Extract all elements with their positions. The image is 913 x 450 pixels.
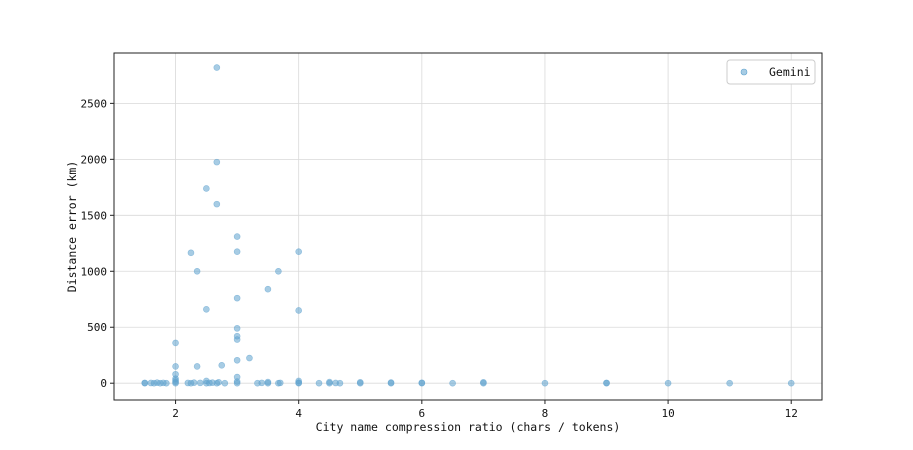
data-point (295, 377, 302, 385)
x-tick-label: 12 (785, 407, 798, 420)
data-point (196, 379, 204, 387)
data-point (295, 307, 302, 314)
data-point (603, 379, 610, 387)
y-tick-label: 1000 (81, 265, 108, 278)
data-point (664, 379, 672, 387)
y-tick-label: 0 (100, 377, 107, 390)
x-axis-label: City name compression ratio (chars / tok… (316, 420, 621, 434)
data-point (187, 249, 195, 257)
data-point (233, 248, 241, 255)
data-point (233, 332, 241, 340)
data-point (172, 363, 179, 370)
x-tick-label: 6 (419, 407, 426, 420)
data-point (336, 379, 344, 387)
data-point (275, 267, 282, 275)
data-point (233, 294, 241, 302)
data-point (213, 64, 221, 71)
y-tick-label: 500 (87, 321, 107, 334)
grid-lines (114, 53, 822, 400)
legend-marker (740, 68, 748, 76)
data-point (726, 379, 733, 387)
data-point (246, 354, 253, 362)
x-tick-label: 4 (295, 407, 302, 420)
data-point (190, 379, 198, 386)
data-point (213, 158, 221, 166)
data-point (233, 373, 241, 381)
x-tick-label: 2 (172, 407, 179, 420)
data-point (258, 379, 266, 387)
data-point (213, 200, 221, 208)
data-point (787, 379, 795, 387)
data-point (163, 379, 170, 387)
legend-box (726, 59, 816, 85)
legend: Gemini (726, 59, 816, 85)
y-axis-label: Distance error (km) (65, 161, 79, 293)
data-point (541, 379, 549, 387)
data-point (203, 306, 210, 313)
data-point (203, 185, 210, 192)
data-point (356, 379, 364, 386)
data-point (418, 379, 426, 387)
data-point (172, 339, 179, 347)
data-point (315, 379, 323, 387)
data-point (172, 370, 179, 378)
data-point (295, 248, 302, 255)
data-point (233, 325, 241, 332)
data-point (264, 378, 272, 386)
y-tick-label: 2500 (81, 97, 108, 110)
data-point (215, 379, 222, 386)
x-tick-label: 8 (542, 407, 549, 420)
x-tick-label: 10 (661, 407, 674, 420)
data-point (326, 378, 333, 386)
axis-ticks: 2 4 6 8 10 12 0 500 1000 1500 2000 2500 (81, 97, 798, 420)
data-point (218, 361, 226, 369)
data-point (449, 379, 456, 387)
y-tick-label: 2000 (81, 153, 108, 166)
data-point (480, 379, 487, 386)
plot-frame (113, 52, 823, 401)
data-point (387, 379, 395, 386)
data-point (264, 285, 272, 293)
y-tick-label: 1500 (81, 209, 108, 222)
data-point (233, 356, 241, 364)
data-point (221, 379, 229, 387)
data-point (193, 267, 201, 275)
data-point (276, 379, 284, 387)
data-point (193, 363, 201, 370)
data-point (233, 233, 241, 240)
data-point (141, 379, 149, 387)
scatter-points (141, 64, 795, 387)
legend-label-gemini: Gemini (769, 65, 811, 79)
